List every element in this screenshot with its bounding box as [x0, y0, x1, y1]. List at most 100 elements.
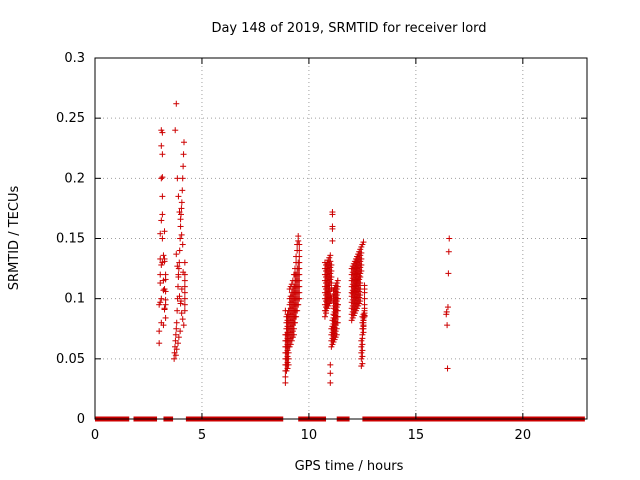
data-point	[179, 175, 186, 182]
data-point	[358, 267, 365, 274]
data-point	[443, 308, 450, 315]
data-point	[174, 340, 181, 347]
data-point	[159, 129, 166, 136]
data-point	[181, 259, 188, 266]
data-point	[179, 241, 186, 248]
data-point	[156, 340, 163, 347]
data-point	[334, 295, 341, 302]
data-point	[176, 293, 183, 300]
data-point	[296, 259, 303, 266]
y-tick-label: 0.25	[56, 111, 85, 126]
data-point	[327, 370, 334, 377]
data-point	[162, 314, 169, 321]
data-point	[172, 352, 179, 359]
data-point	[360, 239, 367, 246]
data-point	[177, 216, 184, 223]
data-point	[157, 280, 164, 287]
data-point	[285, 361, 292, 368]
data-point	[181, 307, 188, 314]
data-point	[296, 253, 303, 260]
data-point	[296, 241, 303, 248]
data-point	[328, 274, 335, 281]
y-axis-label: SRMTID / TECUs	[7, 186, 22, 291]
data-point	[173, 319, 180, 326]
data-point	[329, 237, 336, 244]
data-point	[178, 205, 185, 212]
data-point	[444, 322, 451, 329]
data-point	[178, 199, 185, 206]
data-point	[176, 209, 183, 216]
data-point	[334, 283, 341, 290]
data-point	[175, 274, 182, 281]
chart-title: Day 148 of 2019, SRMTID for receiver lor…	[211, 21, 486, 36]
data-point	[181, 271, 188, 278]
data-point	[177, 223, 184, 230]
data-point	[285, 355, 292, 362]
data-point	[357, 274, 364, 281]
y-tick-label: 0	[77, 412, 85, 427]
x-tick-label: 10	[301, 428, 318, 443]
grid-lines	[95, 58, 587, 419]
data-point	[159, 211, 166, 218]
data-point	[173, 100, 180, 107]
data-point	[285, 349, 292, 356]
data-point	[446, 235, 453, 242]
data-point	[327, 252, 334, 259]
data-point	[284, 365, 291, 372]
data-point	[361, 295, 368, 302]
data-point	[444, 365, 451, 372]
y-tick-label: 0.15	[56, 232, 85, 247]
data-point	[359, 347, 366, 354]
data-point	[357, 298, 364, 305]
data-point	[361, 301, 368, 308]
x-tick-label: 20	[515, 428, 532, 443]
y-tick-label: 0.3	[64, 51, 85, 66]
data-point	[159, 151, 166, 158]
data-point	[328, 267, 335, 274]
x-axis-label: GPS time / hours	[295, 459, 404, 474]
data-point	[156, 328, 163, 335]
data-point	[295, 301, 302, 308]
data-point	[161, 228, 168, 235]
data-point	[176, 259, 183, 266]
data-point	[361, 282, 368, 289]
data-point	[177, 235, 184, 242]
data-point	[294, 307, 301, 314]
data-point	[292, 319, 299, 326]
data-point	[295, 233, 302, 240]
data-point	[181, 277, 188, 284]
x-tick-label: 15	[408, 428, 425, 443]
data-point	[157, 299, 164, 306]
data-point	[334, 319, 341, 326]
data-point	[159, 174, 166, 181]
x-tick-label: 0	[91, 428, 99, 443]
data-point	[334, 289, 341, 296]
data-point	[334, 313, 341, 320]
data-point	[445, 248, 452, 255]
data-point	[282, 373, 289, 380]
data-point	[174, 175, 181, 182]
y-tick-label: 0.1	[64, 292, 85, 307]
data-point	[180, 163, 187, 170]
data-point	[157, 271, 164, 278]
data-point	[171, 355, 178, 362]
data-point	[321, 313, 328, 320]
data-point	[296, 247, 303, 254]
data-point	[178, 231, 185, 238]
data-point	[328, 261, 335, 268]
data-point	[357, 280, 364, 287]
data-point	[333, 325, 340, 332]
data-point	[158, 175, 165, 182]
data-point	[290, 331, 297, 338]
data-point	[161, 305, 168, 312]
data-point	[162, 288, 169, 295]
data-point	[327, 379, 334, 386]
data-point	[173, 251, 180, 258]
data-point	[334, 307, 341, 314]
data-point	[357, 292, 364, 299]
data-point	[296, 289, 303, 296]
data-point	[327, 292, 334, 299]
data-point	[157, 230, 164, 237]
